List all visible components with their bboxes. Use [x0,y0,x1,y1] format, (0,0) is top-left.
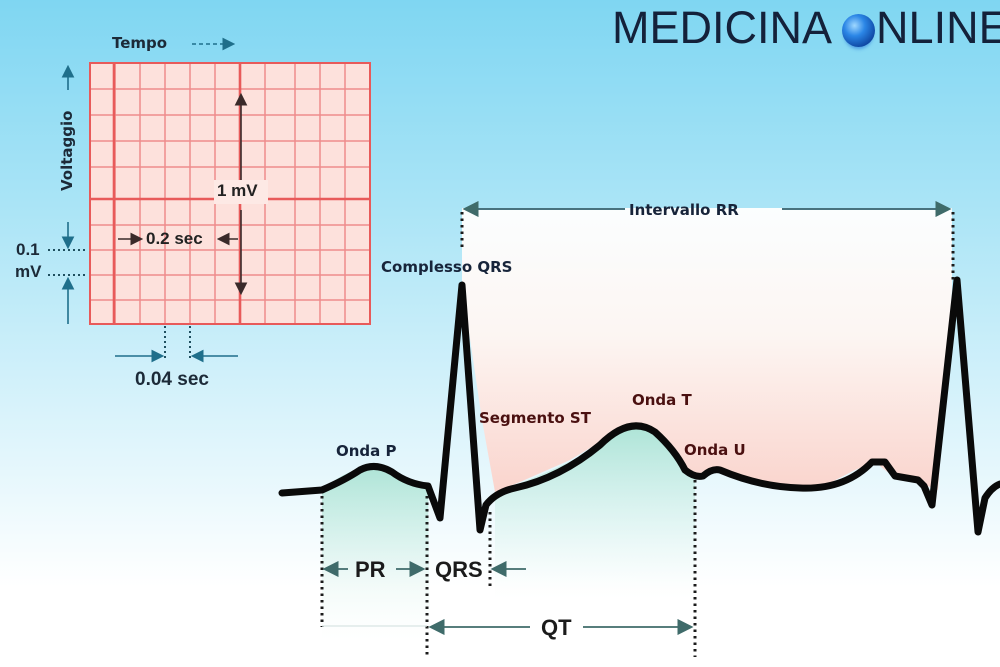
u-wave-label: Onda U [684,441,746,459]
qrs-complex-label: Complesso QRS [381,258,513,276]
p-wave-area [322,466,430,640]
brand-text-medicina: MEDICINA [612,2,843,53]
pr-label: PR [355,557,386,582]
time-label: Tempo [112,34,168,52]
rr-interval-label: Intervallo RR [629,201,739,219]
t-wave-area [495,425,695,600]
rr-interval-area [462,208,952,492]
ecg-trace [278,276,1000,536]
large-square-time-label: 0.2 sec [146,229,203,248]
brand-text-online: NLINE [876,2,1000,53]
globe-icon [842,14,876,47]
qt-label: QT [541,615,572,640]
small-time-label: 0.04 sec [135,369,209,390]
one-mv-label: 1 mV [217,181,258,200]
t-wave-label: Onda T [632,391,692,409]
qrs-label: QRS [435,557,483,582]
ecg-grid-panel [48,37,371,363]
p-wave-label: Onda P [336,442,397,460]
small-voltage-unit: mV [15,262,42,281]
grid-paper [89,62,371,325]
brand-logo: MEDICINA NLINE [612,2,1000,54]
small-voltage-value: 0.1 [16,240,40,259]
st-segment-label: Segmento ST [479,409,591,427]
